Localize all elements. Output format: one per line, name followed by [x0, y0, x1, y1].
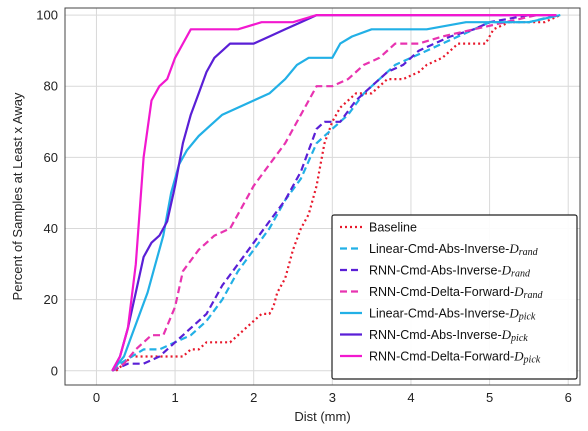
y-tick-label: 100 — [36, 8, 58, 23]
legend-entry-7: RNN-Cmd-Delta-Forward-Dpick — [369, 349, 541, 366]
y-axis-label: Percent of Samples at Least x Away — [10, 92, 25, 300]
plot-frame — [64, 7, 581, 386]
legend-entry-3: RNN-Cmd-Abs-Inverse-Drand — [369, 263, 531, 280]
x-tick-label: 1 — [171, 390, 178, 405]
legend-entry-4: RNN-Cmd-Delta-Forward-Drand — [369, 284, 543, 301]
y-axis-ticks: 0 20 40 60 80 100 — [36, 8, 58, 379]
plot-area — [111, 14, 561, 372]
series-line-1 — [115, 14, 561, 372]
series-line-3 — [111, 14, 530, 372]
x-tick-label: 4 — [407, 390, 414, 405]
x-tick-label: 5 — [486, 390, 493, 405]
legend-box — [331, 214, 578, 380]
y-tick-label: 0 — [51, 363, 58, 378]
legend-entry-5: Linear-Cmd-Abs-Inverse-Dpick — [369, 306, 536, 323]
y-tick-label: 20 — [44, 292, 58, 307]
x-axis-ticks: 0 1 2 3 4 5 6 — [93, 390, 572, 405]
legend-entry-2: Linear-Cmd-Abs-Inverse-Drand — [369, 241, 539, 258]
legend: Baseline Linear-Cmd-Abs-Inverse-Drand RNN-… — [331, 214, 578, 380]
legend-entry-1: Baseline — [369, 221, 417, 235]
x-tick-label: 0 — [93, 390, 100, 405]
y-tick-label: 80 — [44, 79, 58, 94]
series-line-4 — [111, 14, 538, 372]
x-tick-label: 2 — [250, 390, 257, 405]
y-tick-label: 60 — [44, 150, 58, 165]
x-tick-label: 6 — [565, 390, 572, 405]
series-line-6 — [111, 14, 557, 372]
series-line-5 — [111, 14, 561, 372]
y-tick-label: 40 — [44, 221, 58, 236]
x-axis-label: Dist (mm) — [294, 409, 350, 424]
legend-entry-6: RNN-Cmd-Abs-Inverse-Dpick — [369, 327, 528, 344]
x-tick-label: 3 — [329, 390, 336, 405]
series-line-7 — [111, 14, 557, 372]
series-line-2 — [111, 14, 557, 372]
